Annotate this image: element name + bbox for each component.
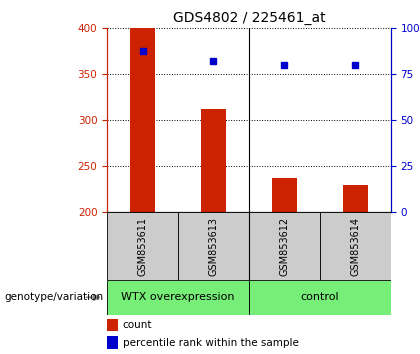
Text: GSM853612: GSM853612 <box>279 216 289 276</box>
Bar <box>178 212 249 280</box>
Title: GDS4802 / 225461_at: GDS4802 / 225461_at <box>173 11 325 24</box>
Text: percentile rank within the sample: percentile rank within the sample <box>123 338 299 348</box>
Bar <box>272 178 297 212</box>
Bar <box>107 336 118 349</box>
Bar <box>320 212 391 280</box>
Bar <box>130 28 155 212</box>
Text: control: control <box>300 292 339 302</box>
Bar <box>107 212 178 280</box>
Text: count: count <box>123 320 152 330</box>
Bar <box>249 280 391 315</box>
Text: WTX overexpression: WTX overexpression <box>121 292 235 302</box>
Text: GSM853614: GSM853614 <box>350 217 360 275</box>
Bar <box>249 212 320 280</box>
Text: GSM853613: GSM853613 <box>208 217 218 275</box>
Bar <box>107 319 118 331</box>
Bar <box>201 109 226 212</box>
Bar <box>107 280 249 315</box>
Text: GSM853611: GSM853611 <box>137 217 147 275</box>
Text: genotype/variation: genotype/variation <box>4 292 103 302</box>
Bar <box>343 185 368 212</box>
